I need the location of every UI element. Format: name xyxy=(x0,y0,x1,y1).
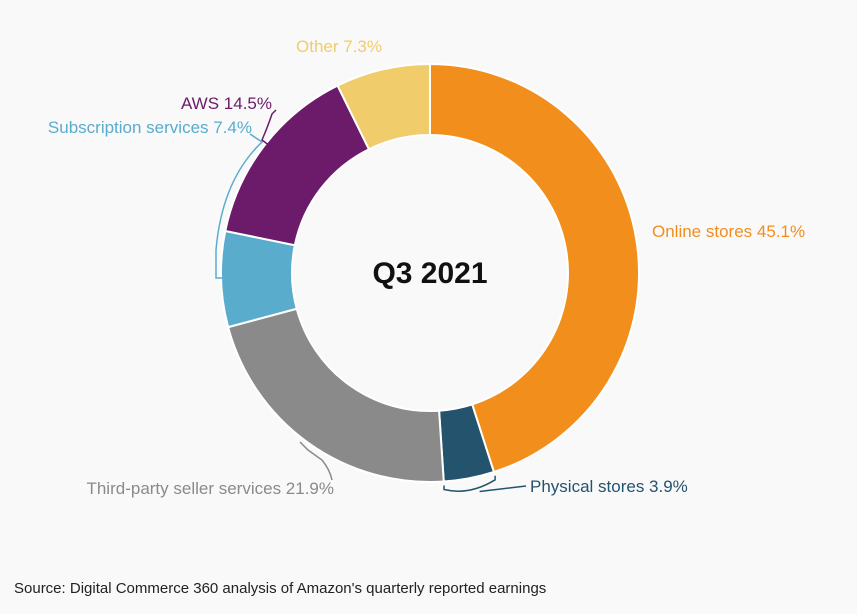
source-note: Source: Digital Commerce 360 analysis of… xyxy=(14,580,547,597)
leader-line-aws xyxy=(261,109,277,147)
slice-other xyxy=(336,62,431,151)
slice-label-subscription-services: Subscription services 7.4% xyxy=(48,118,252,137)
leader-lines-layer xyxy=(215,109,527,493)
slice-label-aws: AWS 14.5% xyxy=(181,94,272,113)
slices-layer xyxy=(220,62,640,483)
leader-line-third-party-seller-services xyxy=(299,441,333,481)
slice-label-online-stores: Online stores 45.1% xyxy=(652,222,805,241)
slice-label-physical-stores: Physical stores 3.9% xyxy=(530,477,688,496)
slice-subscription-services xyxy=(220,229,298,329)
slice-third-party-seller-services xyxy=(226,307,445,483)
donut-chart: Online stores 45.1% Physical stores 3.9% T… xyxy=(48,37,805,498)
slice-label-third-party-seller-services: Third-party seller services 21.9% xyxy=(86,479,334,498)
leader-line-subscription-services xyxy=(215,133,264,279)
leader-line-physical-stores xyxy=(443,475,527,493)
slice-label-other: Other 7.3% xyxy=(296,37,382,56)
chart-center-label: Q3 2021 xyxy=(372,257,487,290)
slice-online-stores xyxy=(429,62,640,474)
labels-layer: Online stores 45.1% Physical stores 3.9% T… xyxy=(48,37,805,498)
